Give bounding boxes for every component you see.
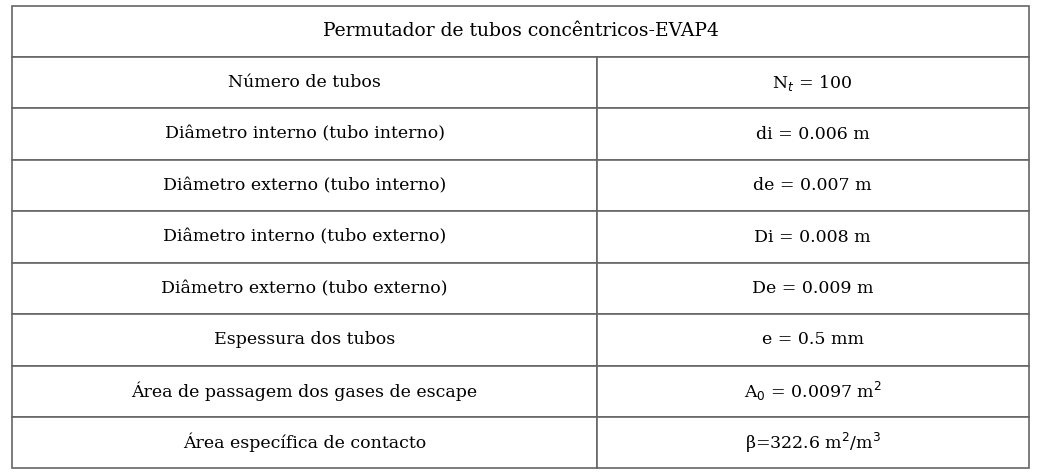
Bar	[12, 314, 596, 365]
Bar	[596, 365, 1029, 417]
Text: Diâmetro interno (tubo externo): Diâmetro interno (tubo externo)	[163, 228, 447, 246]
Text: A$_0$ = 0.0097 m$^2$: A$_0$ = 0.0097 m$^2$	[743, 380, 882, 403]
Text: Diâmetro externo (tubo externo): Diâmetro externo (tubo externo)	[161, 280, 448, 297]
Bar	[596, 57, 1029, 109]
Bar	[596, 417, 1029, 468]
Text: Diâmetro externo (tubo interno): Diâmetro externo (tubo interno)	[163, 177, 447, 194]
Bar	[12, 211, 596, 263]
Text: Permutador de tubos concêntricos-EVAP4: Permutador de tubos concêntricos-EVAP4	[323, 22, 718, 40]
Bar	[12, 417, 596, 468]
Bar	[12, 160, 596, 211]
Text: De = 0.009 m: De = 0.009 m	[752, 280, 873, 297]
Text: β=322.6 m$^2$/m$^3$: β=322.6 m$^2$/m$^3$	[744, 430, 881, 455]
Bar	[12, 365, 596, 417]
Bar	[596, 263, 1029, 314]
Bar	[12, 263, 596, 314]
Text: Área de passagem dos gases de escape: Área de passagem dos gases de escape	[131, 382, 478, 401]
Text: di = 0.006 m: di = 0.006 m	[756, 126, 869, 143]
Bar	[596, 109, 1029, 160]
Bar	[12, 6, 1029, 57]
Bar	[12, 57, 596, 109]
Bar	[596, 211, 1029, 263]
Text: N$_t$ = 100: N$_t$ = 100	[772, 73, 853, 93]
Bar	[12, 109, 596, 160]
Text: Número de tubos: Número de tubos	[228, 74, 381, 91]
Text: Espessura dos tubos: Espessura dos tubos	[214, 331, 396, 348]
Text: Di = 0.008 m: Di = 0.008 m	[755, 228, 871, 246]
Text: Diâmetro interno (tubo interno): Diâmetro interno (tubo interno)	[164, 126, 445, 143]
Text: Área específica de contacto: Área específica de contacto	[183, 433, 426, 452]
Text: de = 0.007 m: de = 0.007 m	[754, 177, 872, 194]
Bar	[596, 160, 1029, 211]
Text: e = 0.5 mm: e = 0.5 mm	[762, 331, 864, 348]
Bar	[596, 314, 1029, 365]
